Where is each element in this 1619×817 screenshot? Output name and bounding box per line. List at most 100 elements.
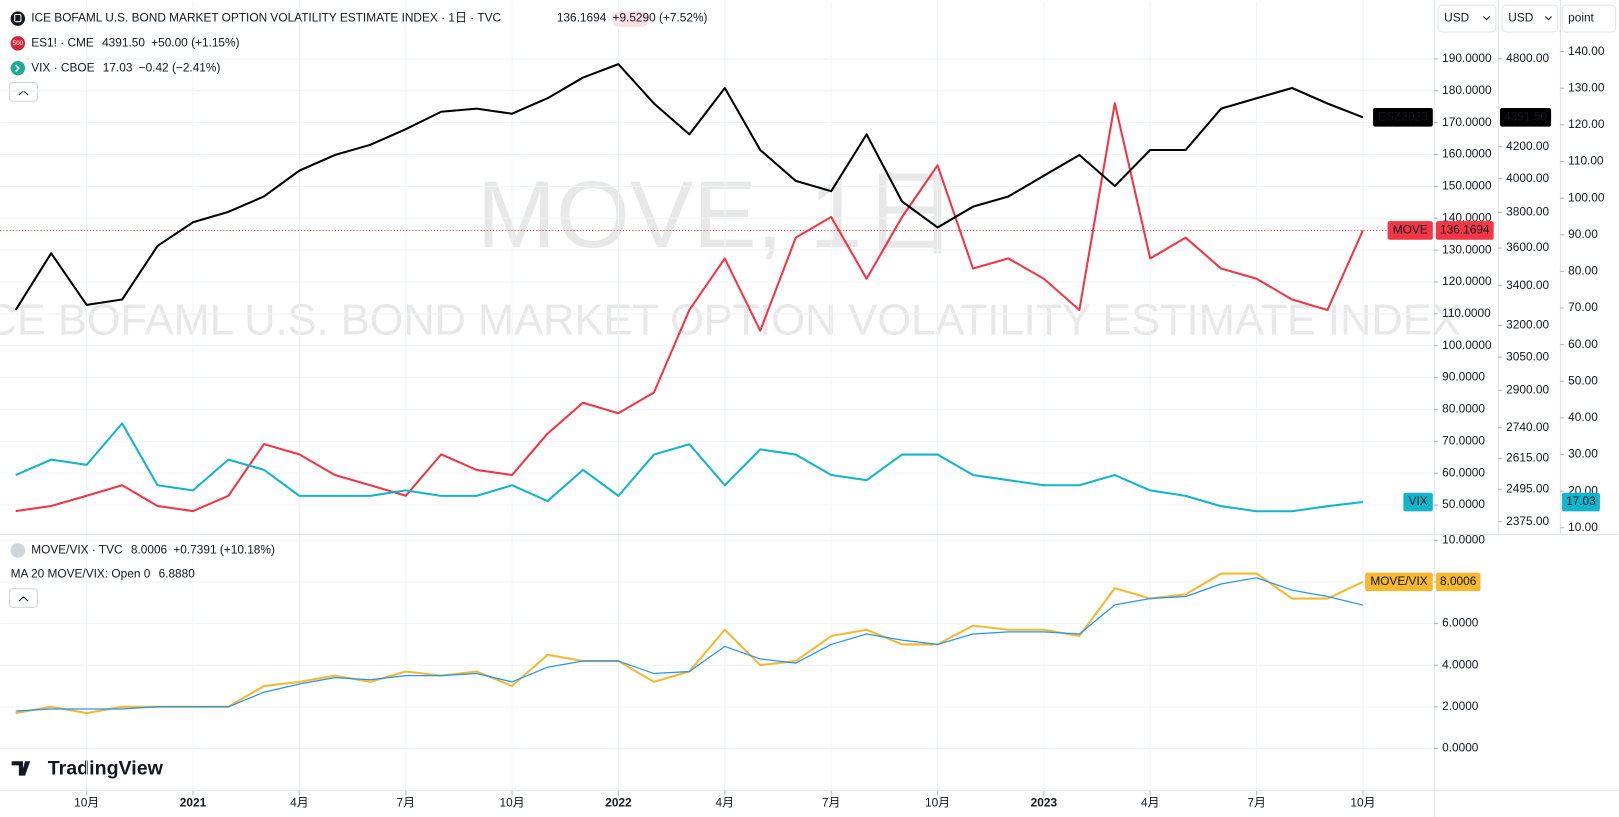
series-line (15, 422, 1364, 513)
y-tick-label: 180.0000 (1442, 83, 1492, 97)
y-tick-label: 150.0000 (1442, 179, 1492, 193)
legend-change: +9.5290 (+7.52%) (613, 11, 708, 25)
series-tag-box (1403, 492, 1433, 512)
x-tick-label: 4月 (1141, 796, 1159, 810)
y-tick-label: 10.00 (1568, 520, 1598, 534)
y-tick-label: 50.00 (1568, 373, 1598, 387)
y-tick-label: 130.0000 (1442, 242, 1492, 256)
series-line (15, 102, 1364, 513)
y-tick-label: 3400.00 (1506, 278, 1549, 292)
y-tick-label: 110.0000 (1442, 306, 1491, 320)
price-tag-box (1561, 492, 1600, 512)
y-tick-label: 70.0000 (1442, 433, 1485, 447)
collapse-button[interactable] (9, 82, 38, 102)
series-tag-box (1373, 108, 1433, 127)
y-tick-label: 190.0000 (1442, 51, 1492, 65)
legend-name: ICE BOFAML U.S. BOND MARKET OPTION VOLAT… (31, 11, 501, 25)
y-tick-label: 70.00 (1568, 300, 1598, 314)
watermark-title: ICE BOFAML U.S. BOND MARKET OPTION VOLAT… (0, 297, 1461, 345)
price-tag: 4391.50 (1504, 109, 1547, 123)
selector-label[interactable]: USD (1444, 11, 1469, 25)
currency-selector[interactable]: USD (1437, 4, 1497, 33)
watermark-symbol: MOVE, 1日 (477, 162, 957, 268)
legend-change: +50.00 (+1.15%) (151, 36, 239, 50)
y-tick-label: 80.0000 (1442, 402, 1485, 416)
price-tag: 8.0006 (1440, 574, 1477, 588)
y-tick-label: 2740.00 (1506, 420, 1549, 434)
chevron (18, 596, 29, 602)
legend-change: −0.42 (−2.41%) (139, 60, 221, 74)
x-tick-label: 4月 (290, 796, 308, 810)
selector-box[interactable] (1437, 4, 1497, 33)
y-tick-label: 80.00 (1568, 264, 1598, 278)
y-tick-label: 90.00 (1568, 227, 1598, 241)
status-badge[interactable] (611, 11, 649, 27)
y-tick-label: 50.0000 (1442, 497, 1485, 511)
y-tick-label: 2.0000 (1442, 699, 1479, 713)
x-tick-label: 4月 (716, 796, 734, 810)
currency-selector[interactable]: USD (1501, 4, 1559, 33)
series-tag-box (1365, 572, 1433, 592)
legend-value: 4391.50 (102, 36, 145, 50)
selector-label[interactable]: USD (1508, 11, 1533, 25)
y-tick-label: 3200.00 (1506, 318, 1549, 332)
x-tick-label: 10月 (925, 796, 950, 810)
button-box[interactable] (9, 82, 38, 102)
legend-value: 6.8880 (159, 566, 196, 580)
x-tick-label: 7月 (396, 796, 414, 810)
series-tag-box (1387, 221, 1433, 240)
brand-logo (11, 761, 31, 776)
y-tick-label: 4200.00 (1506, 139, 1549, 153)
x-tick-label: 10月 (500, 796, 525, 810)
y-tick-label: 4000.00 (1506, 171, 1549, 185)
y-tick-label: 100.0000 (1442, 338, 1492, 352)
y-tick-label: 170.0000 (1442, 115, 1492, 129)
y-tick-label: 120.0000 (1442, 274, 1492, 288)
series-line (15, 577, 1364, 712)
y-tick-label: 160.0000 (1442, 147, 1492, 161)
y-tick-label: 140.0000 (1442, 210, 1492, 224)
y-tick-label: 4.0000 (1442, 657, 1479, 671)
legend-value: 136.1694 (557, 11, 607, 25)
price-tag: 17.03 (1566, 494, 1596, 508)
symbol-icon (10, 36, 26, 51)
y-tick-label: 130.00 (1568, 80, 1605, 94)
y-tick-label: 4800.00 (1506, 51, 1549, 65)
x-tick-label: 7月 (1247, 796, 1265, 810)
x-tick-label: 7月 (822, 796, 840, 810)
y-tick-label: 110.00 (1568, 154, 1604, 168)
price-tag: 136.1694 (1440, 223, 1490, 237)
y-tick-label: 2375.00 (1506, 514, 1549, 528)
y-tick-label: 90.0000 (1442, 370, 1485, 384)
series-line (14, 63, 1364, 311)
y-tick-label: 0.0000 (1442, 741, 1479, 755)
unit-selector[interactable]: point (1561, 4, 1617, 33)
y-tick-label: 3600.00 (1506, 240, 1549, 254)
selector-box[interactable] (1561, 4, 1617, 33)
selector-box[interactable] (1501, 4, 1559, 33)
y-tick-label: 3800.00 (1506, 205, 1549, 219)
brand-name: TradingView (48, 758, 164, 780)
y-tick-label: 60.00 (1568, 337, 1598, 351)
legend-change: +0.7391 (+10.18%) (173, 543, 275, 557)
legend-value: 8.0006 (131, 543, 168, 557)
price-tag-box (1435, 572, 1481, 592)
y-tick-label: 40.00 (1568, 410, 1598, 424)
y-tick-label: 2615.00 (1506, 451, 1549, 465)
legend-name: MOVE/VIX · TVC (31, 543, 123, 557)
selector-label[interactable]: point (1568, 11, 1594, 25)
collapse-button[interactable] (9, 588, 38, 608)
y-tick-label: 100.00 (1568, 190, 1605, 204)
y-tick-label: 140.00 (1568, 44, 1605, 58)
series-tag: MOVE (1393, 223, 1428, 237)
symbol-icon (10, 543, 26, 558)
y-tick-label: 30.00 (1568, 447, 1598, 461)
price-tag-box (1499, 108, 1552, 127)
symbol-icon-label: 500 (13, 40, 24, 47)
chevron (1545, 16, 1552, 21)
legend-value: 17.03 (103, 60, 133, 74)
x-tick-label: 2022 (605, 796, 632, 810)
symbol-icon (10, 11, 26, 26)
button-box[interactable] (9, 588, 38, 608)
